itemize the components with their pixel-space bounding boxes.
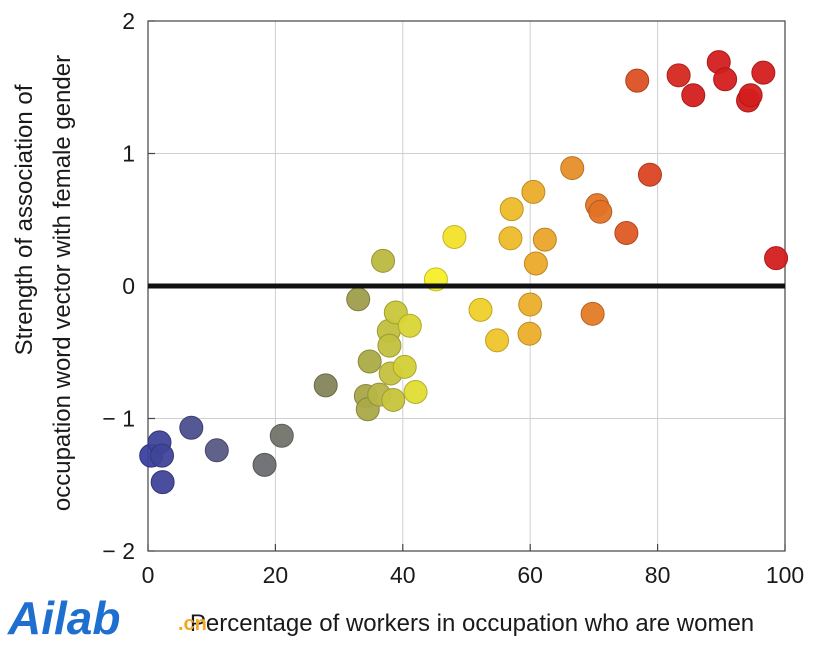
data-point <box>498 226 523 251</box>
data-point <box>397 313 422 338</box>
x-tick-label: 80 <box>645 562 671 588</box>
data-point <box>738 83 763 108</box>
data-point <box>560 156 585 181</box>
data-point <box>580 301 605 326</box>
data-point <box>518 292 543 317</box>
data-point <box>377 333 402 358</box>
data-point <box>442 224 467 249</box>
data-point <box>523 251 548 276</box>
x-tick-label: 60 <box>517 562 543 588</box>
data-point <box>517 321 542 346</box>
data-point <box>150 470 175 495</box>
data-point <box>713 67 738 92</box>
data-points <box>139 50 789 495</box>
x-tick-label: 40 <box>390 562 416 588</box>
y-tick-label: 1 <box>122 141 135 167</box>
data-point <box>150 443 175 468</box>
y-tick-label: − 2 <box>102 538 135 564</box>
data-point <box>764 246 789 271</box>
y-tick-label: − 1 <box>102 406 135 432</box>
ailab-watermark-logo: Ailab .cn <box>7 592 207 640</box>
data-point <box>588 199 613 224</box>
data-point <box>499 197 524 222</box>
data-point <box>625 68 650 93</box>
data-point <box>179 415 204 440</box>
x-tick-labels: 0 20 40 60 80 100 <box>142 562 805 588</box>
data-point <box>381 387 406 412</box>
svg-text:.cn: .cn <box>178 613 207 635</box>
data-point <box>468 297 493 322</box>
data-point <box>521 179 546 204</box>
data-point <box>403 380 428 404</box>
data-point <box>204 438 229 463</box>
data-point <box>751 60 776 85</box>
y-tick-label: 0 <box>122 273 135 299</box>
x-tick-label: 0 <box>142 562 155 588</box>
data-point <box>666 63 691 88</box>
data-point <box>681 83 706 108</box>
x-axis-label: Percentage of workers in occupation who … <box>190 610 754 637</box>
data-point <box>532 227 557 252</box>
x-tick-label: 20 <box>263 562 289 588</box>
data-point <box>313 373 338 398</box>
data-point <box>357 349 382 374</box>
data-point <box>485 328 510 353</box>
y-tick-labels: 2 1 0 − 1 − 2 <box>102 8 135 564</box>
svg-text:Ailab: Ailab <box>7 592 120 640</box>
data-point <box>392 354 417 379</box>
y-axis-label-line-2: occupation word vector with female gende… <box>49 55 76 511</box>
x-tick-label: 100 <box>766 562 804 588</box>
y-tick-label: 2 <box>122 8 135 34</box>
data-point <box>637 162 662 187</box>
y-axis-label-line-1: Strength of association of <box>11 84 38 355</box>
data-point <box>346 287 371 312</box>
data-point <box>252 452 277 477</box>
data-point <box>614 221 639 245</box>
data-point <box>371 248 396 273</box>
y-axis-label: Strength of association of occupation wo… <box>11 55 76 511</box>
data-point <box>269 423 294 448</box>
